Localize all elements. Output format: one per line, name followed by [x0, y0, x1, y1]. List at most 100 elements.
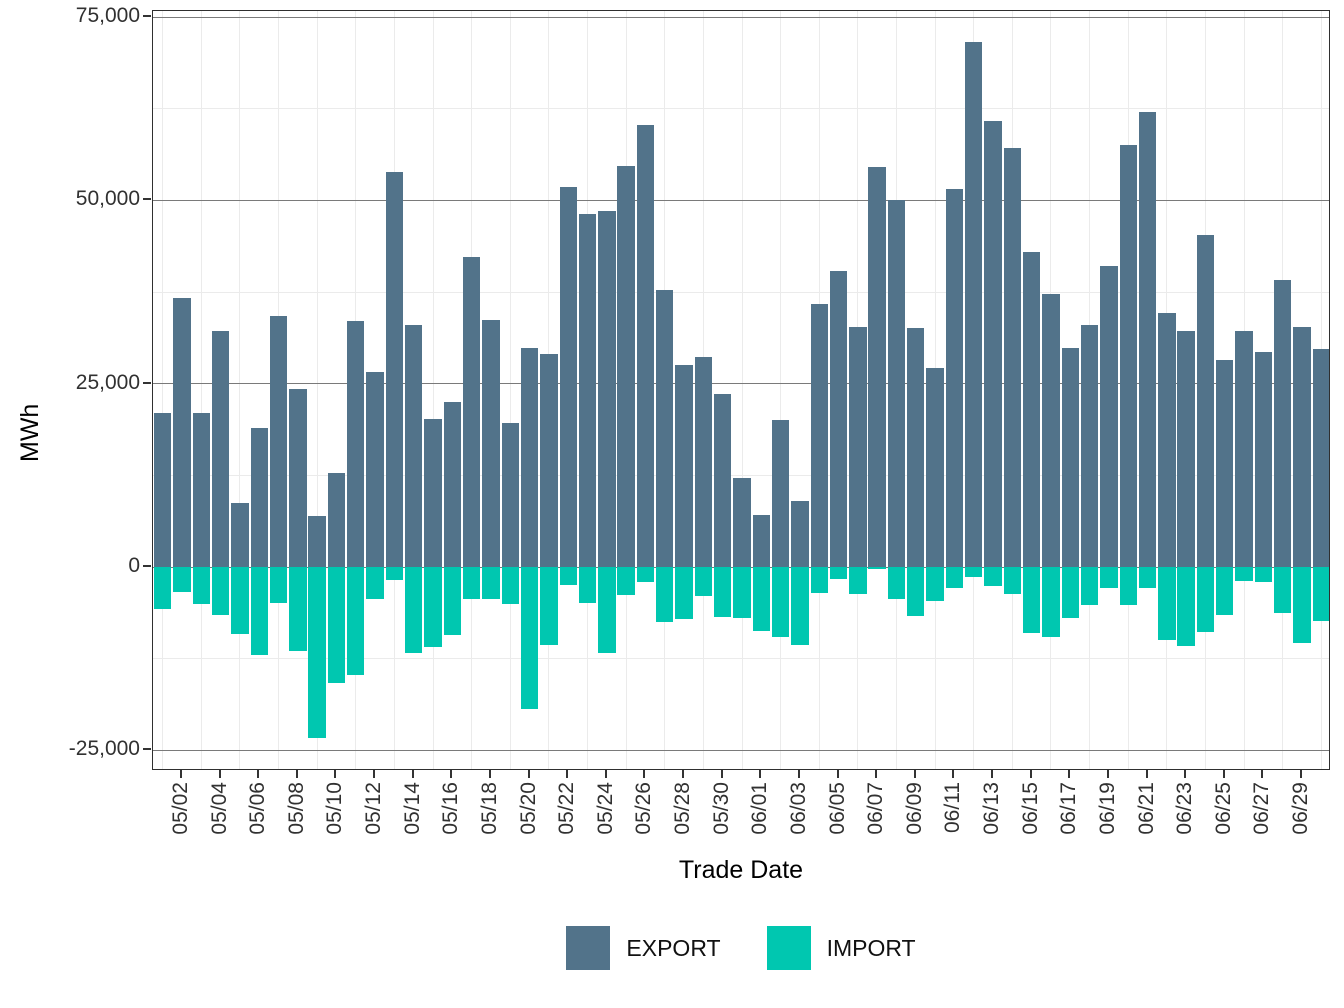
y-axis-tick [143, 198, 151, 201]
x-axis-tick-label: 05/30 [709, 782, 733, 835]
export-bar [443, 402, 461, 567]
x-axis-tick-label: 05/04 [207, 782, 231, 835]
export-bar [1003, 147, 1022, 567]
import-bar [926, 567, 944, 601]
import-legend-label: IMPORT [826, 934, 916, 961]
import-bar [1042, 567, 1060, 638]
import-bar [153, 567, 172, 609]
x-axis-title: Trade Date [678, 856, 804, 884]
x-axis-tick [373, 770, 376, 778]
import-bar [250, 567, 268, 655]
export-bar [153, 413, 172, 567]
plot-panel [152, 10, 1330, 770]
export-bar [1216, 359, 1234, 567]
x-axis-tick [797, 770, 800, 778]
x-axis-tick [604, 770, 607, 778]
x-axis-tick [1145, 770, 1148, 778]
y-axis-tick [143, 381, 151, 384]
x-axis-tick [875, 770, 878, 778]
x-axis-tick [1029, 770, 1032, 778]
y-axis-tick [143, 565, 151, 567]
x-axis-tick-label: 06/11 [941, 782, 965, 833]
import-bar [887, 567, 906, 600]
x-axis-tick-label: 05/12 [362, 782, 386, 835]
import-bar [308, 567, 326, 738]
export-bar [192, 413, 210, 567]
import-bar [443, 567, 461, 636]
export-bar [578, 214, 597, 567]
minor-gridline [153, 291, 1329, 293]
x-axis-tick-label: 05/02 [168, 782, 192, 835]
export-bar [520, 347, 539, 567]
import-bar [1254, 567, 1273, 582]
export-legend-label: EXPORT [626, 934, 721, 961]
x-axis-tick [991, 770, 994, 778]
import-bar [327, 567, 346, 683]
export-bar [1235, 330, 1253, 567]
import-bar [656, 567, 674, 622]
import-bar [713, 567, 732, 617]
import-bar [1100, 567, 1118, 588]
import-bar [1022, 567, 1041, 633]
x-axis-tick-label: 05/18 [477, 782, 501, 835]
y-axis-tick-label: 75,000 [75, 4, 140, 28]
export-bar [617, 165, 635, 567]
x-axis-tick-label: 06/09 [902, 782, 926, 835]
x-axis-tick-label: 06/21 [1134, 782, 1158, 835]
vertical-gridline [316, 11, 318, 769]
x-axis-tick [257, 770, 260, 778]
export-bar [1100, 265, 1118, 567]
export-bar [462, 256, 481, 567]
vertical-gridline [741, 11, 743, 769]
import-bar [173, 567, 191, 592]
x-axis-tick-label: 05/14 [400, 782, 424, 835]
x-axis-tick-label: 06/25 [1211, 782, 1235, 835]
import-bar [791, 567, 809, 646]
x-axis-tick-label: 06/17 [1057, 782, 1081, 835]
export-bar [675, 364, 693, 567]
export-bar [694, 357, 713, 567]
export-bar [308, 516, 326, 567]
major-gridline [153, 749, 1329, 751]
export-legend-swatch [566, 926, 611, 970]
import-bar [424, 567, 442, 647]
import-bar [636, 567, 655, 583]
x-axis-tick [488, 770, 491, 778]
x-axis-tick [566, 770, 569, 778]
x-axis-tick [295, 770, 298, 778]
import-bar [501, 567, 519, 604]
export-bar [1061, 347, 1079, 567]
export-bar [810, 303, 828, 567]
export-bar [829, 270, 848, 567]
import-bar [617, 567, 635, 595]
import-bar [1119, 567, 1137, 606]
x-axis-tick [1184, 770, 1187, 778]
export-bar [1177, 330, 1195, 567]
vertical-gridline [432, 11, 434, 769]
export-bar [733, 478, 751, 567]
import-bar [771, 567, 790, 638]
import-bar [405, 567, 423, 653]
import-bar [810, 567, 828, 594]
export-bar [1138, 112, 1157, 567]
vertical-gridline [239, 11, 241, 769]
import-bar [366, 567, 384, 600]
x-axis-tick [450, 770, 453, 778]
x-axis-tick [411, 770, 414, 778]
import-bar [462, 567, 481, 600]
export-bar [887, 200, 906, 567]
import-bar [211, 567, 230, 615]
import-legend-swatch [766, 926, 811, 970]
major-gridline [153, 199, 1329, 201]
legend-item: IMPORT [766, 926, 916, 970]
export-bar [945, 188, 964, 567]
x-axis-tick [334, 770, 337, 778]
import-bar [482, 567, 500, 599]
import-bar [965, 567, 983, 577]
x-axis-tick-label: 05/10 [323, 782, 347, 835]
y-axis-tick [143, 15, 151, 18]
import-bar [1235, 567, 1253, 581]
x-axis-tick [643, 770, 646, 778]
x-axis-tick [1261, 770, 1264, 778]
